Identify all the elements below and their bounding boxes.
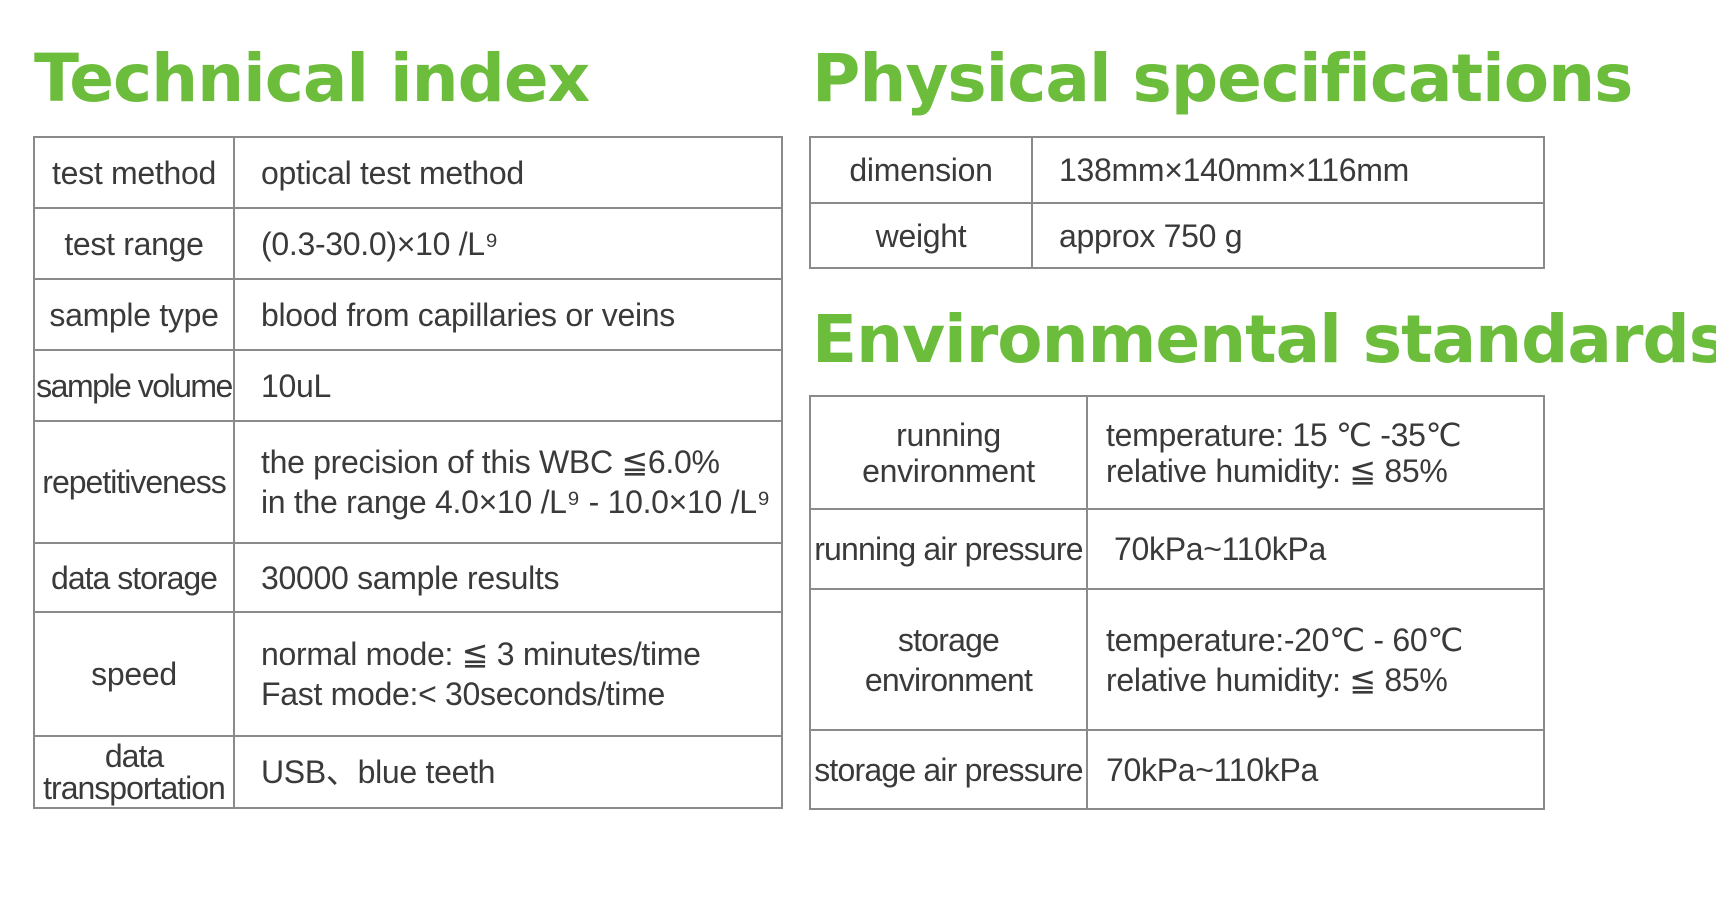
table-row: running air pressure 70kPa~110kPa	[809, 508, 1545, 590]
table-row: dimension 138mm×140mm×116mm	[809, 136, 1545, 204]
row-value-storage-environment: temperature:-20℃ - 60℃ relative humidity…	[1086, 588, 1545, 731]
physical-specifications-table: dimension 138mm×140mm×116mm weight appro…	[809, 136, 1545, 269]
row-label-data-storage: data storage	[33, 542, 235, 613]
environmental-standards-title: Environmental standards	[812, 301, 1716, 378]
table-row: test method optical test method	[33, 136, 783, 209]
row-label-running-environment: running environment	[809, 395, 1088, 510]
technical-index-table: test method optical test method test ran…	[33, 136, 783, 809]
table-row: speed normal mode: ≦ 3 minutes/time Fast…	[33, 611, 783, 737]
table-row: sample type blood from capillaries or ve…	[33, 278, 783, 351]
row-value-speed: normal mode: ≦ 3 minutes/time Fast mode:…	[233, 611, 783, 737]
table-row: storage environment temperature:-20℃ - 6…	[809, 588, 1545, 731]
table-row: data storage 30000 sample results	[33, 542, 783, 613]
physical-specifications-title: Physical specifications	[812, 40, 1633, 117]
row-value-test-range: (0.3-30.0)×10 /L⁹	[233, 207, 783, 280]
row-label-storage-environment: storage environment	[809, 588, 1088, 731]
row-value-running-air-pressure: 70kPa~110kPa	[1086, 508, 1545, 590]
row-value-repetitiveness: the precision of this WBC ≦6.0% in the r…	[233, 420, 783, 544]
technical-index-title: Technical index	[34, 40, 590, 117]
row-value-sample-volume: 10uL	[233, 349, 783, 422]
row-value-running-environment: temperature: 15 ℃ -35℃ relative humidity…	[1086, 395, 1545, 510]
row-value-data-storage: 30000 sample results	[233, 542, 783, 613]
row-label-test-method: test method	[33, 136, 235, 209]
table-row: sample volume 10uL	[33, 349, 783, 422]
row-value-dimension: 138mm×140mm×116mm	[1031, 136, 1545, 204]
row-label-storage-air-pressure: storage air pressure	[809, 729, 1088, 810]
row-value-data-transportation: USB、blue teeth	[233, 735, 783, 809]
table-row: repetitiveness the precision of this WBC…	[33, 420, 783, 544]
row-label-sample-volume: sample volume	[33, 349, 235, 422]
row-label-speed: speed	[33, 611, 235, 737]
row-value-weight: approx 750 g	[1031, 202, 1545, 269]
table-row: storage air pressure 70kPa~110kPa	[809, 729, 1545, 810]
row-label-test-range: test range	[33, 207, 235, 280]
table-row: test range (0.3-30.0)×10 /L⁹	[33, 207, 783, 280]
row-value-test-method: optical test method	[233, 136, 783, 209]
table-row: weight approx 750 g	[809, 202, 1545, 269]
row-label-running-air-pressure: running air pressure	[809, 508, 1088, 590]
row-label-dimension: dimension	[809, 136, 1033, 204]
environmental-standards-table: running environment temperature: 15 ℃ -3…	[809, 395, 1545, 810]
row-value-sample-type: blood from capillaries or veins	[233, 278, 783, 351]
table-row: running environment temperature: 15 ℃ -3…	[809, 395, 1545, 510]
row-label-weight: weight	[809, 202, 1033, 269]
row-label-sample-type: sample type	[33, 278, 235, 351]
row-label-data-transportation: data transportation	[33, 735, 235, 809]
row-label-repetitiveness: repetitiveness	[33, 420, 235, 544]
row-value-storage-air-pressure: 70kPa~110kPa	[1086, 729, 1545, 810]
table-row: data transportation USB、blue teeth	[33, 735, 783, 809]
